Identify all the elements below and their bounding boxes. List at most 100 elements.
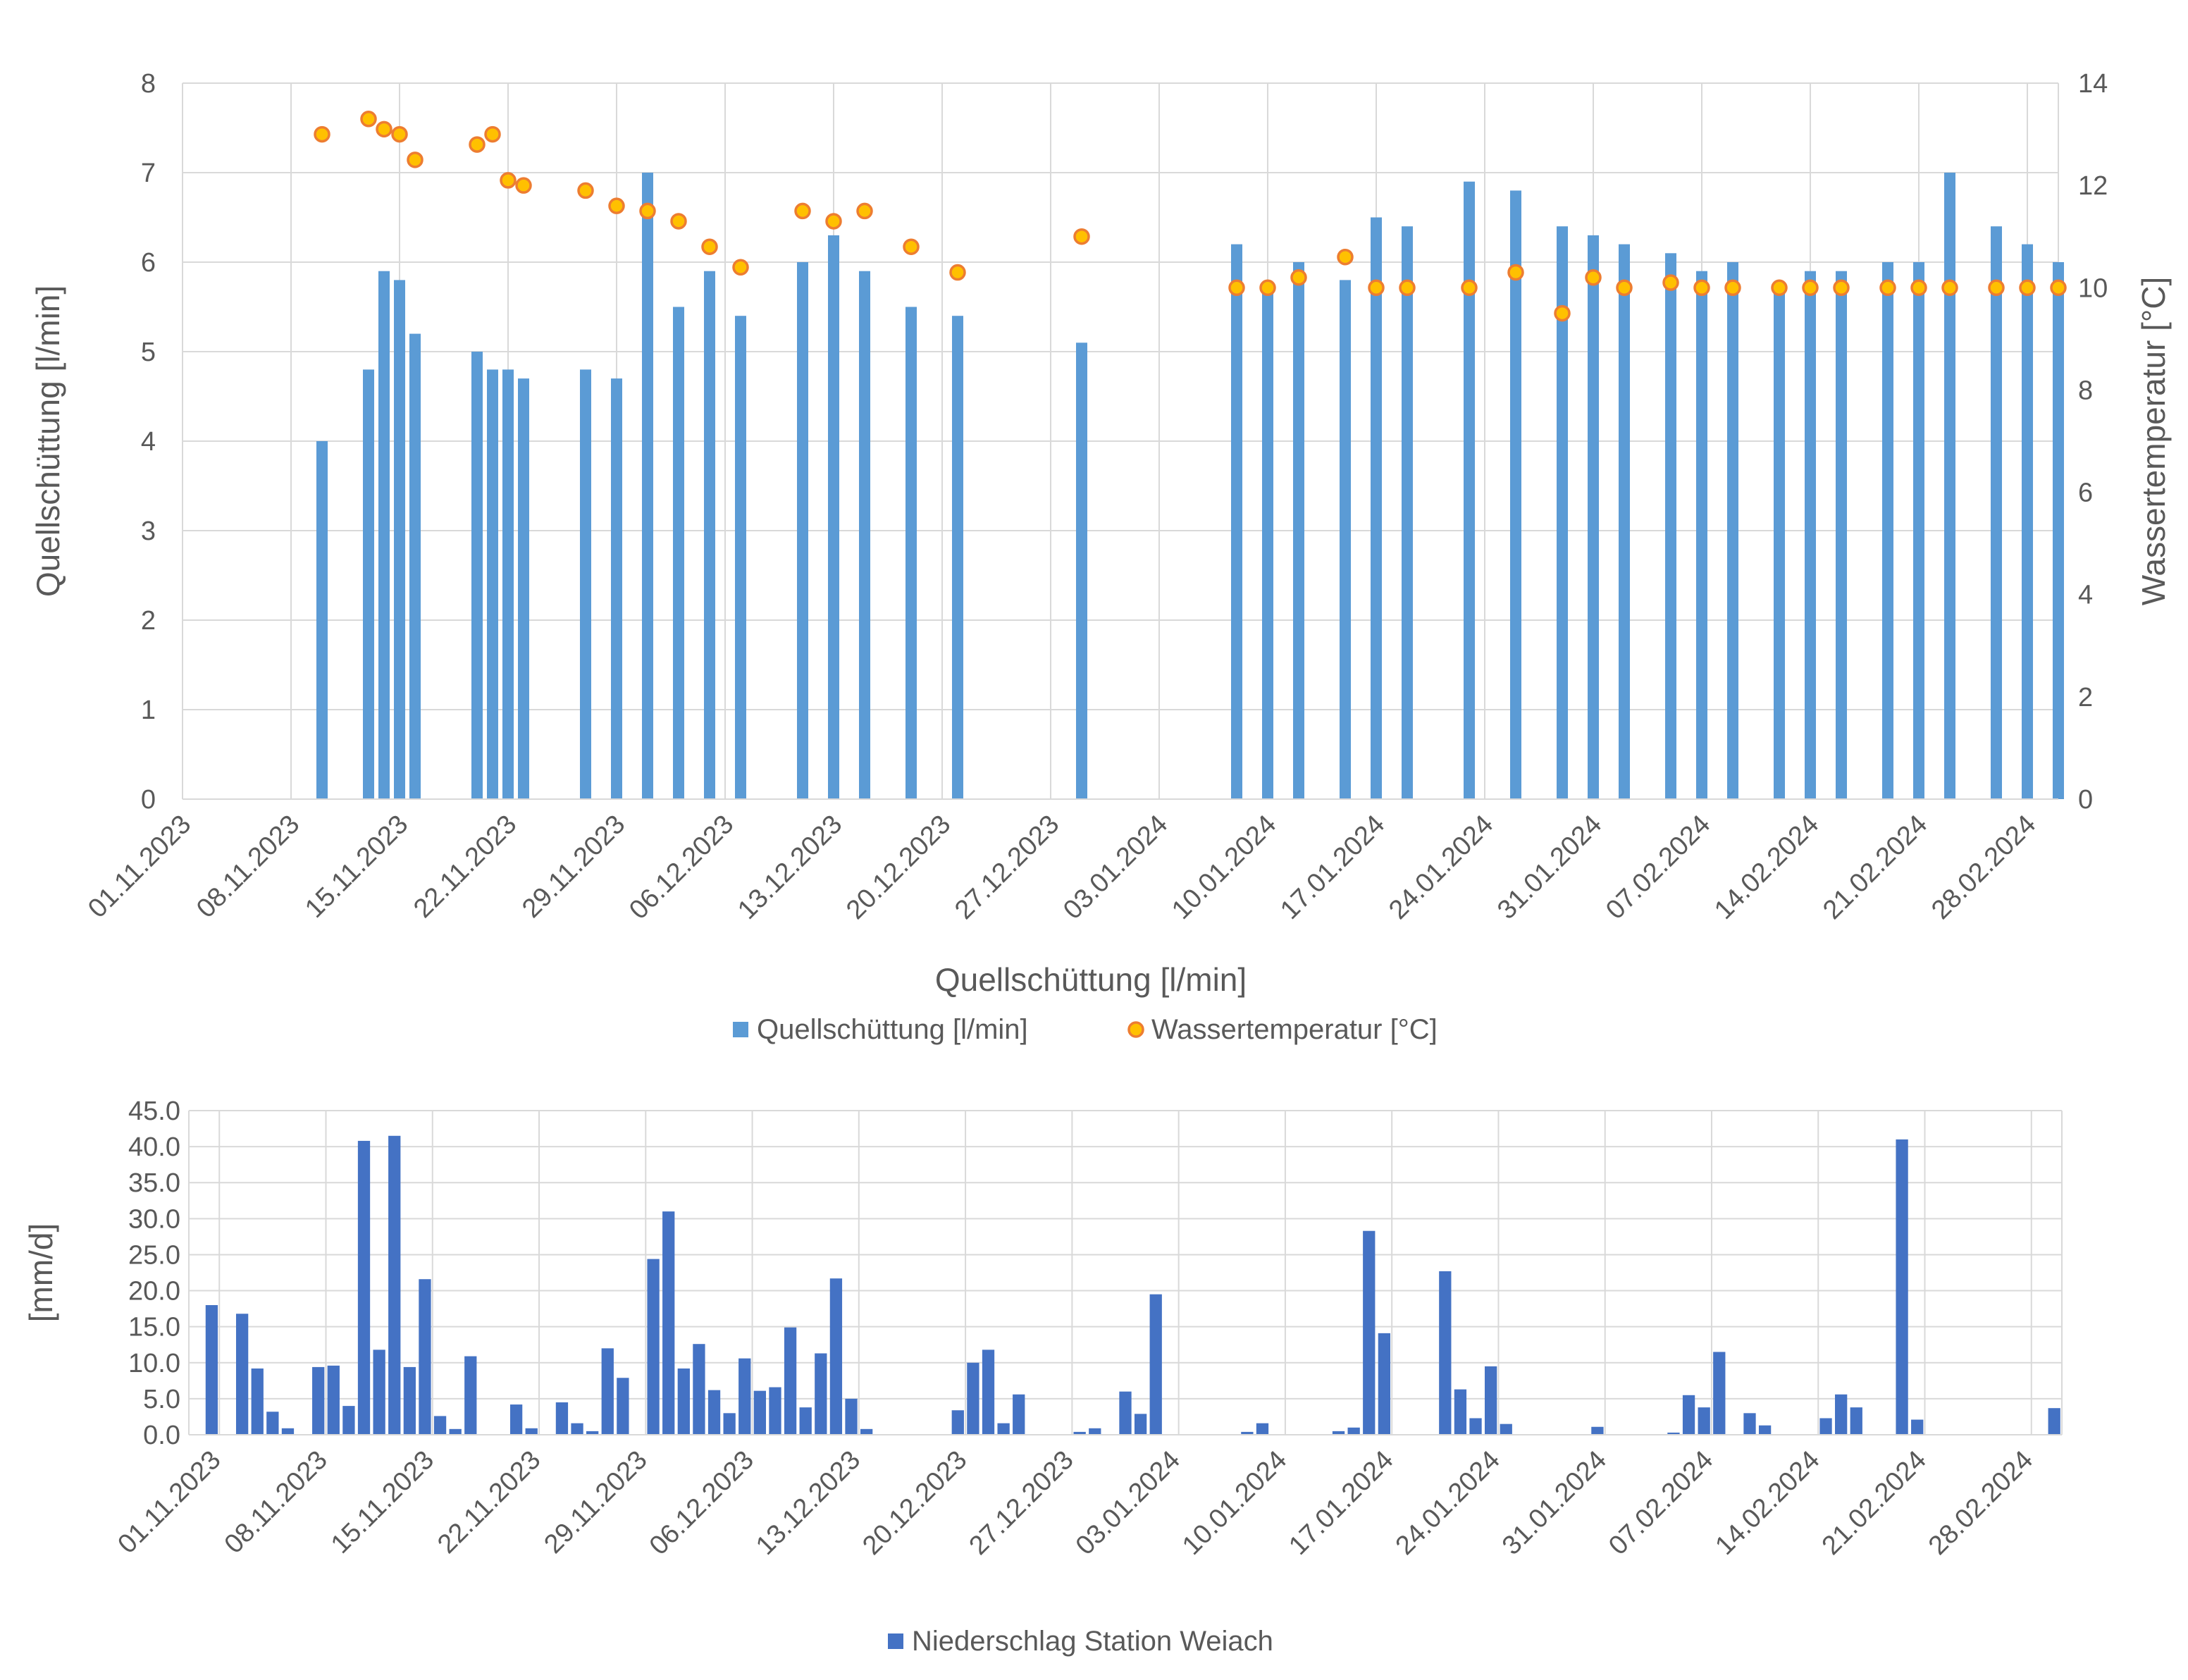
chart1-x-axis-title: Quellschüttung [l/min] [935,961,1247,998]
chart1-bar-quellschuettung [1557,226,1568,799]
chart2-bar-niederschlag [509,1404,523,1435]
chart1-point-wassertemperatur [1073,228,1090,245]
chart1-y-right-tick-label: 8 [2078,376,2093,405]
chart2-x-tick-label: 01.11.2023 [112,1445,226,1559]
chart2-bar-niederschlag [693,1344,705,1435]
chart1-point-wassertemperatur [500,172,517,189]
chart1-bar-quellschuettung [1293,262,1304,799]
chart1-legend: Quellschüttung [l/min] Wassertemperatur [… [733,1014,1438,1045]
chart2-y-tick-label: 5.0 [143,1385,180,1414]
chart2-bar-niederschlag [677,1368,690,1435]
chart1-y-right-tick-label: 4 [2078,581,2093,610]
chart1-y-left-tick-label: 5 [141,338,156,367]
chart2-y-axis-title: [mm/d] [23,1223,59,1323]
chart2-y-tick-label: 25.0 [128,1240,180,1270]
chart1-bar-quellschuettung [2053,262,2064,799]
chart1-y-left-tick-label: 2 [141,606,156,636]
chart1-bar-quellschuettung [1836,271,1847,799]
chart1-bar-quellschuettung [1076,342,1087,799]
chart1-bar-quellschuettung [580,369,591,799]
chart1-y-left-tick-label: 3 [141,517,156,546]
chart1-bar-quellschuettung [1371,217,1382,799]
chart2-bar-niederschlag [449,1428,462,1435]
chart1-bar-quellschuettung [1402,226,1413,799]
chart1-point-wassertemperatur [1368,279,1385,297]
chart2-bar-niederschlag [1682,1395,1695,1435]
chart1-x-tick-label: 03.01.2024 [1058,810,1173,925]
chart2-bar-niederschlag [357,1140,371,1435]
chart1-bar-quellschuettung [1774,289,1785,800]
chart1-x-tick-label: 14.02.2024 [1709,810,1824,925]
chart1-point-wassertemperatur [1833,279,1850,297]
chart2-legend: Niederschlag Station Weiach [888,1626,1273,1657]
chart1-bar-quellschuettung [502,369,514,799]
chart2-bar-niederschlag [617,1378,629,1435]
chart1-point-wassertemperatur [670,213,687,230]
chart1-y-left-tick-label: 8 [141,69,156,99]
chart2-bar-niederschlag [769,1387,781,1435]
chart1-point-wassertemperatur [1662,274,1679,291]
chart1-point-wassertemperatur [1802,279,1819,297]
chart2-bar-niederschlag [312,1366,325,1435]
chart1-bar-quellschuettung [1588,235,1599,799]
chart2-bar-niederschlag [1698,1407,1710,1435]
chart1-point-wassertemperatur [732,259,749,276]
chart1-bar-quellschuettung [518,378,529,799]
chart1-point-wassertemperatur [1771,279,1788,297]
chart1-point-wassertemperatur [1941,279,1958,297]
chart1-bar-quellschuettung [1340,280,1351,799]
chart1-point-wassertemperatur [825,213,842,230]
chart1-bar-quellschuettung [828,235,839,799]
chart1-x-tick-label: 24.01.2024 [1383,810,1499,925]
chart2-bar-niederschlag [525,1428,538,1435]
chart1-y-left-axis-title: Quellschüttung [l/min] [30,285,66,597]
chart1-y-right-tick-label: 0 [2078,785,2093,815]
chart1-x-tick-label: 29.11.2023 [517,810,631,924]
chart2-y-tick-label: 30.0 [128,1204,180,1234]
chart2-bar-niederschlag [1256,1423,1269,1435]
chart2-x-tick-label: 08.11.2023 [219,1445,333,1559]
chart2-x-tick-label: 15.11.2023 [326,1445,440,1559]
chart1-point-wassertemperatur [639,202,656,220]
chart1-point-wassertemperatur [1399,279,1416,297]
chart2-bar-niederschlag [1454,1389,1467,1435]
chart2-bar-niederschlag [464,1356,477,1435]
chart2-bar-niederschlag [845,1398,858,1435]
chart2-bar-niederschlag [205,1305,218,1435]
chart1-point-wassertemperatur [1879,279,1896,297]
chart1-point-wassertemperatur [1693,279,1710,297]
chart2-bar-niederschlag [251,1368,264,1435]
chart1-point-wassertemperatur [1461,279,1478,297]
chart2-bar-niederschlag [433,1416,447,1435]
chart2-y-tick-label: 20.0 [128,1277,180,1307]
chart1-x-tick-label: 20.12.2023 [841,810,956,925]
chart1-x-tick-label: 06.12.2023 [624,810,739,925]
chart2-y-tick-label: 10.0 [128,1349,180,1378]
chart2-bar-niederschlag [799,1407,812,1435]
chart2-bar-niederschlag [815,1353,827,1435]
chart1-point-wassertemperatur [469,136,486,153]
chart1-bar-quellschuettung [673,307,684,799]
chart2-bar-niederschlag [419,1279,431,1435]
chart1-bar-quellschuettung [363,369,374,799]
chart1-bar-quellschuettung [704,271,715,799]
chart2-bar-niederschlag [1439,1271,1452,1435]
chart2-bar-niederschlag [997,1423,1010,1435]
chart1-point-wassertemperatur [515,177,532,194]
chart2-bar-niederschlag [1347,1427,1360,1435]
chart2-bar-niederschlag [1591,1426,1604,1435]
chart2-x-tick-label: 14.02.2024 [1710,1445,1825,1561]
chart1-bar-quellschuettung [316,441,328,799]
chart2-y-tick-label: 45.0 [128,1097,180,1126]
legend-label-wassertemperatur: Wassertemperatur [°C] [1151,1014,1438,1045]
chart2-bar-niederschlag [723,1413,736,1435]
chart1-bar-quellschuettung [1727,262,1738,799]
chart2-bar-niederschlag [327,1365,340,1435]
chart2-bar-niederschlag [1911,1419,1924,1435]
chart2-bar-niederschlag [1500,1423,1512,1435]
chart2-x-tick-label: 10.01.2024 [1177,1445,1292,1561]
chart1-bar-quellschuettung [1913,262,1924,799]
chart1-point-wassertemperatur [1988,279,2005,297]
chart1-x-tick-label: 15.11.2023 [299,810,414,924]
chart2-y-tick-label: 0.0 [143,1421,180,1450]
